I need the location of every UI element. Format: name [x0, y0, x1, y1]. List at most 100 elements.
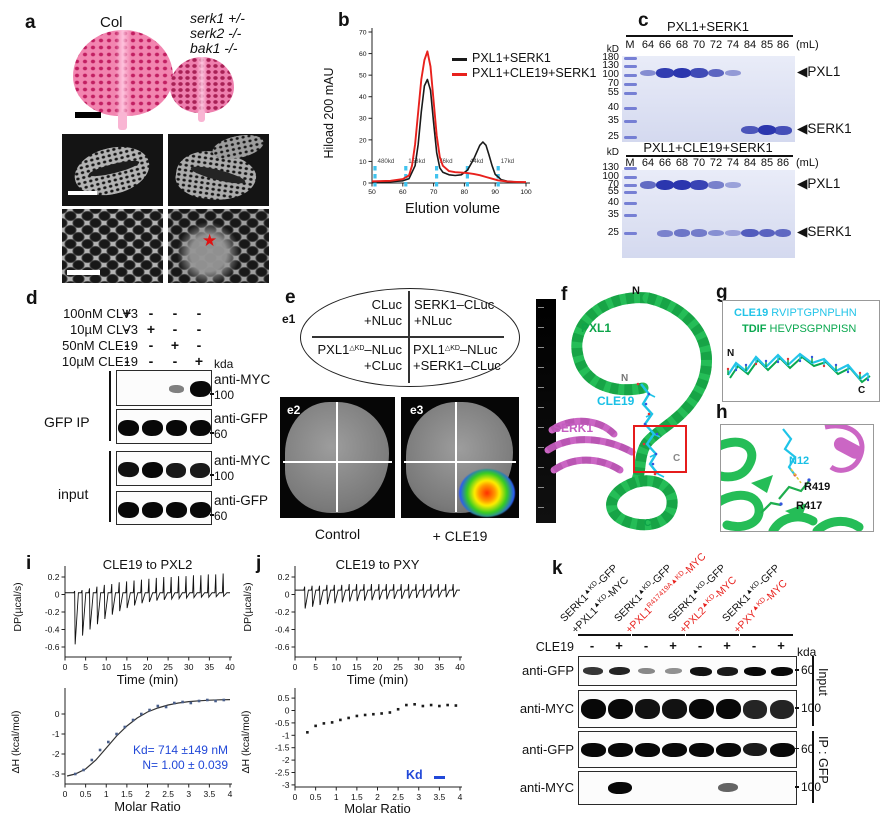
residue-r417-label: R417	[796, 500, 823, 512]
injection-trace	[295, 583, 460, 609]
itc-pxy-binding-curve: 0.50-0.5-1-1.5-2-2.5-30 0.5 1 1.5 2 2.5 3 3.5 4	[275, 688, 463, 802]
gel-lane-label: 74	[726, 157, 740, 169]
size-tick	[210, 432, 214, 434]
data-point	[454, 704, 458, 707]
atom	[810, 355, 814, 359]
gel-lane-label: 64	[641, 39, 655, 51]
tick-label: -0.2	[275, 607, 290, 617]
side-label-input: Input	[816, 668, 830, 696]
data-point	[98, 748, 102, 752]
serk1-ribbon	[544, 436, 636, 456]
treatment-sign: -	[172, 305, 178, 321]
group-label-input: input	[58, 486, 89, 502]
protein-band	[715, 698, 741, 720]
ladder-band	[624, 73, 637, 77]
serk1-helices	[552, 456, 622, 474]
protein-band	[690, 180, 708, 190]
bracket-line	[109, 371, 111, 441]
tick-label: 0	[293, 792, 298, 802]
dp-axis-title: DP(µcal/s)	[12, 582, 24, 632]
group-underline	[740, 634, 793, 636]
quadrant-cluc-nluc: CLuc +NLuc	[330, 297, 402, 329]
tick-label: 70	[430, 189, 438, 196]
scale-tick	[538, 487, 544, 488]
leaf-image-control: e2	[280, 397, 395, 518]
group-underline	[632, 634, 685, 636]
caption-cle19: + CLE19	[432, 528, 488, 544]
quadrant-serk1cluc-nluc: SERK1–CLuc +NLuc	[414, 297, 494, 329]
leaf-cross-vertical	[336, 402, 338, 512]
size-label: 100	[801, 701, 821, 715]
leaf-cross-horizontal	[404, 461, 516, 463]
protein-band	[639, 181, 657, 189]
cle19-sign: -	[643, 638, 649, 653]
tick-label: 60	[359, 51, 367, 58]
scale-tick	[538, 327, 544, 328]
protein-band	[607, 781, 633, 795]
treatment-sign: +	[194, 353, 204, 369]
protein-band	[769, 699, 795, 719]
tick-label: -0.5	[275, 718, 290, 728]
legend-swatch-red	[452, 73, 467, 76]
data-point	[396, 707, 400, 711]
anther-image-col	[73, 30, 173, 116]
cle19-sign: -	[697, 638, 703, 653]
interaction-highlight-box	[633, 425, 687, 473]
tick-label: -3	[52, 769, 60, 779]
tick-label: 35	[205, 662, 215, 672]
protein-band	[774, 125, 792, 135]
cle19-sign: +	[669, 638, 677, 653]
blot-image	[578, 656, 797, 686]
gel-lane-label: 68	[675, 157, 689, 169]
tick-label: 20	[359, 137, 367, 144]
peptide-atom	[643, 422, 647, 426]
split-luc-diagram-ellipse	[300, 288, 520, 387]
tick-label: 15	[352, 662, 362, 672]
ladder-label: 40	[607, 102, 619, 113]
protein-band	[165, 501, 187, 519]
data-point	[115, 732, 118, 736]
panel-i-label: i	[26, 553, 32, 574]
molar-ratio-axis-title: Molar Ratio	[344, 801, 411, 816]
peptide-atom	[655, 432, 659, 436]
gel-lane-label: M	[625, 157, 635, 169]
tick-label: 0.5	[80, 789, 92, 799]
h-bond-dashed	[790, 468, 802, 484]
quadrant-line: SERK1–CLuc	[414, 297, 495, 312]
protein-band	[758, 228, 776, 238]
panel-k-label: k	[552, 558, 563, 579]
data-point	[206, 698, 209, 702]
series-PXL1+CLE19+SERK1	[371, 50, 527, 184]
ladder-label: 130	[602, 162, 619, 173]
tick-label: 3	[186, 789, 191, 799]
tick-label: 100	[520, 189, 532, 196]
protein-band	[165, 462, 187, 478]
protein-band	[638, 667, 656, 675]
arginine-sticks	[760, 501, 782, 514]
ladder-band	[624, 106, 637, 110]
tick-label: 4	[228, 789, 233, 799]
fit-curve	[66, 699, 231, 777]
ladder-label: 55	[607, 186, 619, 197]
tick-label: 0	[63, 662, 68, 672]
blot-image	[116, 409, 212, 444]
tick-label: 76kd	[439, 158, 453, 165]
diagram-divider-horizontal	[312, 336, 504, 338]
antibody-label: anti-GFP	[214, 411, 269, 426]
protein-band	[609, 666, 631, 676]
protein-band	[141, 419, 163, 437]
kd-label: Kd	[406, 768, 423, 782]
tick-label: -1	[52, 729, 60, 739]
tick-label: 1	[104, 789, 109, 799]
data-point	[446, 703, 449, 707]
data-point	[380, 712, 383, 715]
tick-label: 30	[359, 116, 367, 123]
panel-e-label: e	[285, 287, 296, 308]
gel1-title: PXL1+SERK1	[666, 19, 750, 34]
dh-axis-title: ΔH (kcal/mol)	[240, 710, 252, 774]
protein-band	[742, 699, 768, 719]
protein-band	[661, 698, 687, 720]
protein-band	[661, 742, 687, 757]
protein-band	[634, 742, 660, 757]
cle19-sign: +	[777, 638, 785, 653]
